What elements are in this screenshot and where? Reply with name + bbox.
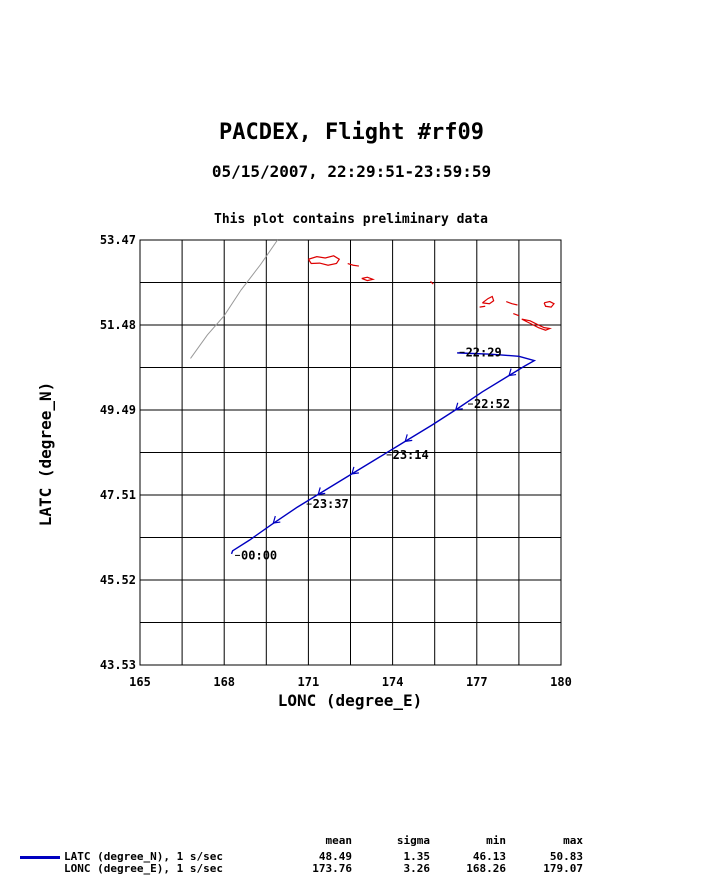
direction-arrows: [272, 368, 517, 524]
x-tick-labels: 165 168 171 174 177 180: [129, 675, 572, 689]
statistics-table: mean sigma min max LATC (degree_N), 1 s/…: [0, 834, 703, 880]
preliminary-note: This plot contains preliminary data: [214, 212, 488, 227]
chart-subtitle: 05/15/2007, 22:29:51-23:59:59: [211, 162, 492, 181]
y-tick-label: 49.49: [100, 403, 136, 417]
coastline-shape: [479, 305, 486, 308]
time-label: 00:00: [241, 548, 277, 562]
time-label: 23:37: [313, 497, 349, 511]
stats-row-latc: LATC (degree_N), 1 s/sec 48.49 1.35 46.1…: [0, 850, 703, 863]
direction-arrow: [454, 402, 463, 411]
time-label: 22:29: [466, 345, 502, 359]
coastline-shape: [307, 255, 341, 266]
previous-track-line: [190, 239, 278, 359]
stats-header-max: max: [563, 834, 583, 847]
stats-value-max: 179.07: [543, 862, 583, 875]
stats-header-sigma: sigma: [396, 834, 430, 847]
track-series: [190, 239, 537, 555]
stats-value-min: 168.26: [466, 862, 506, 875]
x-axis-label: LONC (degree_E): [278, 691, 423, 710]
x-tick-label: 165: [129, 675, 151, 689]
coastline-shape: [361, 276, 376, 282]
time-label: 23:14: [393, 448, 429, 462]
coastline-shape: [506, 301, 518, 306]
stats-value-sigma: 1.35: [403, 850, 431, 863]
flight-track-chart: 22:29 22:52 23:14 23:37 00:00 43.53 45.52 47.5…: [36, 233, 572, 710]
stats-value-min: 46.13: [472, 850, 506, 863]
time-labels: 22:29 22:52 23:14 23:37 00:00: [235, 345, 510, 562]
coastline-shape: [521, 318, 553, 331]
coastline: [307, 255, 555, 331]
legend-line-swatch: [20, 856, 60, 859]
stats-value-sigma: 3.26: [403, 862, 431, 875]
y-tick-label: 51.48: [100, 318, 136, 332]
flight-track-line: [230, 352, 537, 555]
coastline-shape: [513, 312, 520, 317]
y-axis-label: LATC (degree_N): [36, 382, 55, 527]
x-tick-label: 168: [213, 675, 235, 689]
coastline-shape: [430, 281, 434, 285]
coastline-shape: [543, 300, 555, 308]
x-tick-label: 180: [550, 675, 572, 689]
x-tick-label: 174: [382, 675, 404, 689]
x-tick-label: 177: [466, 675, 488, 689]
stats-header-min: min: [486, 834, 506, 847]
stats-value-mean: 48.49: [318, 850, 352, 863]
time-label: 22:52: [474, 397, 510, 411]
direction-arrow: [272, 515, 281, 524]
direction-arrow: [351, 466, 359, 475]
stats-value-mean: 173.76: [312, 862, 352, 875]
stats-row-label: LATC (degree_N), 1 s/sec: [64, 850, 223, 863]
coastline-shape: [482, 295, 495, 305]
chart-title: PACDEX, Flight #rf09: [219, 120, 484, 145]
y-tick-labels: 43.53 45.52 47.51 49.49 51.48 53.47: [100, 233, 136, 672]
stats-row-label: LONC (degree_E), 1 s/sec: [64, 862, 223, 875]
stats-row-lonc: LONC (degree_E), 1 s/sec 173.76 3.26 168…: [0, 862, 703, 875]
y-tick-label: 45.52: [100, 573, 136, 587]
y-tick-label: 43.53: [100, 658, 136, 672]
y-tick-label: 53.47: [100, 233, 136, 247]
stats-header-mean: mean: [325, 834, 353, 847]
coastline-shape: [347, 262, 360, 267]
x-tick-label: 171: [298, 675, 320, 689]
y-tick-label: 47.51: [100, 488, 136, 502]
direction-arrow: [317, 487, 326, 496]
stats-value-max: 50.83: [549, 850, 583, 863]
direction-arrow: [404, 434, 413, 443]
direction-arrow: [508, 368, 517, 377]
chart-grid: [139, 239, 562, 666]
